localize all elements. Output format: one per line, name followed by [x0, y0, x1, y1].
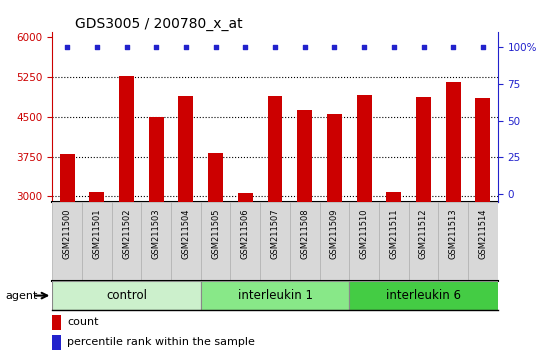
Bar [267, 96, 283, 354]
Text: GSM211511: GSM211511 [389, 208, 398, 259]
Point [182, 44, 190, 50]
Text: GSM211512: GSM211512 [419, 208, 428, 259]
Bar [82, 202, 112, 281]
Bar [112, 202, 141, 281]
Bar [260, 202, 290, 281]
Point [449, 44, 458, 50]
Point [211, 44, 220, 50]
Text: percentile rank within the sample: percentile rank within the sample [67, 337, 255, 347]
Bar [349, 281, 498, 310]
Text: GSM211509: GSM211509 [330, 208, 339, 259]
Bar [178, 96, 194, 354]
Bar [52, 202, 82, 281]
Bar [327, 114, 342, 354]
Point [241, 44, 250, 50]
Bar [89, 192, 104, 354]
Bar [446, 82, 461, 354]
Point [360, 44, 368, 50]
Text: GSM211506: GSM211506 [241, 208, 250, 259]
Text: GSM211503: GSM211503 [152, 208, 161, 259]
Bar [409, 202, 438, 281]
Text: GSM211514: GSM211514 [478, 208, 487, 259]
Bar [379, 202, 409, 281]
Bar [238, 193, 252, 354]
Text: GSM211505: GSM211505 [211, 208, 220, 259]
Point [478, 44, 487, 50]
Bar [59, 154, 74, 354]
Bar [475, 98, 491, 354]
Bar [297, 110, 312, 354]
Text: interleukin 6: interleukin 6 [386, 289, 461, 302]
Text: GSM211507: GSM211507 [271, 208, 279, 259]
Bar [349, 202, 379, 281]
Bar [386, 192, 402, 354]
Text: agent: agent [6, 291, 38, 301]
Bar [468, 202, 498, 281]
Point [63, 44, 72, 50]
Point [389, 44, 398, 50]
Bar [320, 202, 349, 281]
Text: GSM211508: GSM211508 [300, 208, 309, 259]
Text: GSM211513: GSM211513 [449, 208, 458, 259]
Text: interleukin 1: interleukin 1 [238, 289, 312, 302]
Text: GSM211504: GSM211504 [182, 208, 190, 259]
Text: GSM211502: GSM211502 [122, 208, 131, 259]
Point [300, 44, 309, 50]
Bar [148, 117, 163, 354]
Text: GSM211510: GSM211510 [360, 208, 368, 259]
Bar [141, 202, 171, 281]
Bar [52, 335, 60, 350]
Bar [290, 202, 320, 281]
Point [330, 44, 339, 50]
Point [271, 44, 279, 50]
Bar [416, 97, 431, 354]
Text: GDS3005 / 200780_x_at: GDS3005 / 200780_x_at [75, 17, 242, 31]
Text: GSM211501: GSM211501 [92, 208, 101, 259]
Point [92, 44, 101, 50]
Bar [438, 202, 468, 281]
Bar [52, 315, 60, 330]
Bar [356, 95, 372, 354]
Bar [171, 202, 201, 281]
Bar [119, 76, 134, 354]
Text: control: control [106, 289, 147, 302]
Text: count: count [67, 317, 98, 327]
Point [152, 44, 161, 50]
Bar [230, 202, 260, 281]
Point [122, 44, 131, 50]
Text: GSM211500: GSM211500 [63, 208, 72, 259]
Bar [201, 281, 349, 310]
Point [419, 44, 428, 50]
Bar [201, 202, 230, 281]
Bar [52, 281, 201, 310]
Bar [208, 153, 223, 354]
